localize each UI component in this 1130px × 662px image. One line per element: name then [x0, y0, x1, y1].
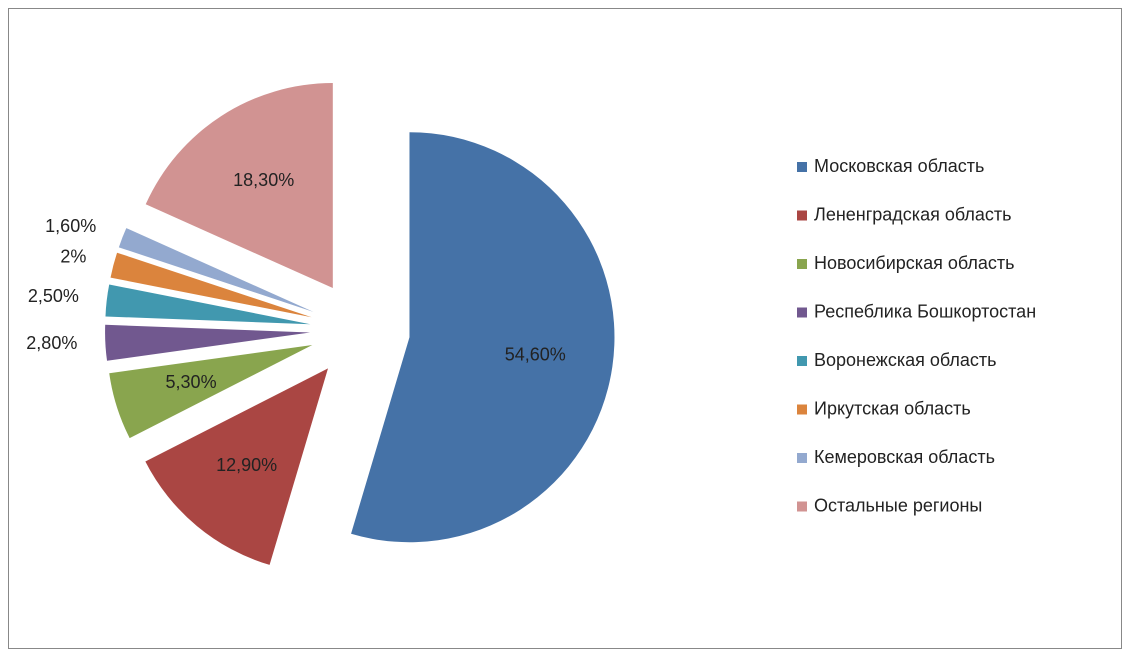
- data-label: 18,30%: [233, 170, 294, 190]
- data-label: 2%: [60, 247, 86, 267]
- data-label: 54,60%: [505, 344, 566, 364]
- legend-swatch: [797, 307, 807, 318]
- pie-slice: [105, 324, 311, 361]
- legend-swatch: [797, 210, 807, 221]
- legend-swatch: [797, 453, 807, 463]
- data-label: 5,30%: [166, 372, 217, 392]
- pie-slice: [118, 228, 314, 312]
- pie-slice: [351, 132, 615, 543]
- legend-label: Воронежская область: [814, 350, 997, 370]
- legend-label: Иркутская область: [814, 398, 971, 418]
- data-label: 2,80%: [26, 333, 77, 353]
- pie-slice: [109, 345, 313, 439]
- legend-swatch: [797, 259, 807, 269]
- legend-swatch: [797, 356, 807, 366]
- legend-label: Остальные регионы: [814, 495, 982, 515]
- legend-label: Респеблика Бошкортостан: [814, 301, 1036, 321]
- legend-label: Кемеровская область: [814, 447, 995, 467]
- pie-slice: [110, 252, 312, 318]
- pie-slice: [105, 284, 311, 325]
- legend-swatch: [797, 501, 807, 512]
- pie-slice: [145, 83, 333, 289]
- legend-label: Новосибирская область: [814, 253, 1015, 273]
- legend-label: Московская область: [814, 156, 984, 176]
- legend-swatch: [797, 162, 807, 172]
- data-label: 2,50%: [28, 286, 79, 306]
- data-label: 12,90%: [216, 455, 277, 475]
- legend-label: Ленeнградская область: [814, 204, 1011, 224]
- pie-slice: [145, 368, 329, 565]
- legend-swatch: [797, 404, 807, 415]
- data-label: 1,60%: [45, 216, 96, 236]
